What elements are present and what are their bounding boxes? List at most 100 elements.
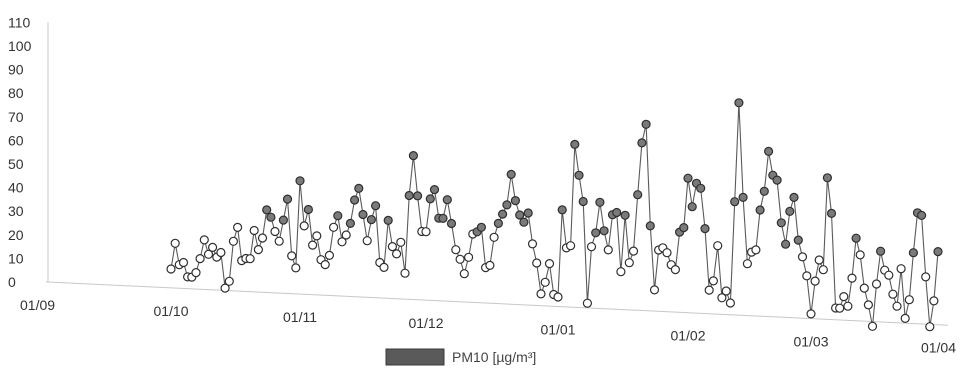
y-tick-labels: 0 10 20 30 40 50 60 70 80 90 100 110 — [8, 14, 32, 290]
data-point — [278, 215, 288, 225]
data-point — [776, 218, 786, 228]
data-point — [843, 301, 853, 311]
data-point — [641, 119, 651, 129]
data-point — [929, 296, 939, 306]
data-point — [320, 260, 330, 270]
data-point — [228, 236, 238, 246]
data-point — [337, 237, 347, 247]
data-point — [835, 303, 845, 313]
data-point — [249, 225, 259, 236]
x-tick-label: 01/10 — [153, 303, 188, 319]
data-point — [515, 210, 525, 220]
y-tick-label: 30 — [8, 203, 24, 219]
data-point — [371, 201, 381, 211]
data-point — [884, 270, 894, 280]
data-point — [859, 283, 869, 293]
data-point — [170, 238, 180, 248]
data-point — [324, 250, 334, 260]
data-point — [574, 170, 584, 180]
data-point — [425, 194, 435, 204]
data-point — [582, 298, 593, 308]
y-tick-label: 90 — [8, 62, 24, 78]
x-axis — [45, 281, 949, 326]
y-tick-label: 20 — [8, 227, 24, 243]
data-point — [789, 192, 799, 202]
data-point — [734, 98, 744, 108]
data-point — [595, 197, 605, 207]
data-point — [400, 268, 410, 278]
legend-label-pm10: PM10 [µg/m³] — [452, 349, 536, 365]
data-point — [203, 249, 214, 259]
data-point — [900, 313, 910, 323]
data-point — [341, 230, 351, 240]
data-point — [553, 292, 563, 302]
data-point — [802, 271, 812, 281]
data-point — [506, 169, 516, 179]
data-point — [383, 215, 393, 225]
data-point — [708, 276, 719, 286]
data-point — [404, 190, 414, 201]
y-tick-label: 80 — [8, 85, 24, 101]
data-point — [303, 204, 313, 215]
data-point — [510, 196, 521, 206]
data-point — [362, 236, 372, 246]
data-point — [379, 262, 389, 272]
x-tick-labels: 01/09 01/10 01/11 01/12 01/01 01/02 01/03 01/04 — [20, 297, 956, 356]
data-point — [308, 240, 318, 250]
x-tick-label: 01/02 — [670, 328, 705, 344]
data-point — [662, 248, 672, 258]
data-point — [333, 211, 343, 221]
series-points-pm10 — [166, 98, 943, 332]
data-point — [220, 283, 230, 293]
data-point — [863, 300, 874, 310]
data-point — [191, 268, 201, 278]
data-point — [544, 259, 555, 269]
data-point — [814, 255, 824, 265]
legend-swatch-pm10 — [385, 348, 445, 366]
data-point — [519, 217, 529, 227]
data-point — [867, 321, 878, 331]
data-point — [438, 213, 448, 223]
y-tick-label: 110 — [8, 14, 31, 30]
data-point — [295, 176, 305, 186]
x-tick-label: 01/03 — [793, 334, 828, 350]
data-point — [291, 263, 301, 273]
data-point — [896, 264, 906, 274]
data-point — [921, 272, 931, 282]
data-point — [649, 285, 660, 295]
data-point — [904, 295, 914, 305]
data-point — [780, 239, 791, 249]
x-tick-label: 01/04 — [921, 340, 956, 356]
data-point — [822, 173, 833, 183]
data-point — [785, 206, 795, 216]
data-point — [687, 202, 697, 212]
data-point — [532, 258, 542, 268]
data-point — [888, 289, 898, 299]
data-point — [696, 183, 706, 193]
data-point — [245, 254, 255, 264]
data-point — [679, 223, 689, 233]
data-point — [540, 277, 550, 287]
data-point — [421, 227, 431, 237]
data-point — [763, 146, 774, 156]
data-point — [633, 190, 643, 200]
data-point — [262, 205, 272, 215]
data-point — [793, 235, 803, 245]
x-tick-label: 01/01 — [540, 321, 575, 337]
data-point — [446, 218, 457, 229]
data-point — [485, 260, 495, 270]
y-tick-label: 40 — [8, 180, 24, 196]
data-point — [755, 205, 765, 215]
x-axis-line — [45, 281, 949, 326]
data-point — [700, 224, 710, 234]
data-point — [429, 185, 440, 195]
data-point — [216, 247, 226, 258]
data-point — [199, 235, 209, 245]
data-point — [624, 258, 634, 268]
data-point — [721, 286, 731, 296]
data-point — [208, 242, 218, 252]
data-point — [797, 252, 808, 262]
data-point — [925, 322, 935, 332]
